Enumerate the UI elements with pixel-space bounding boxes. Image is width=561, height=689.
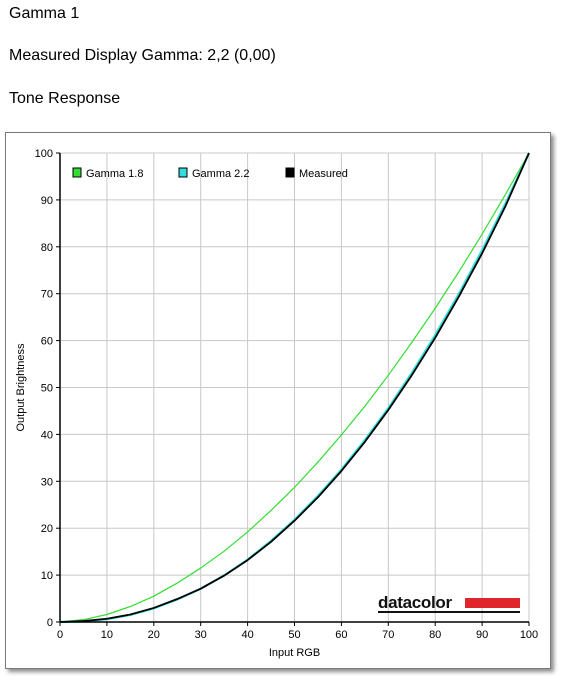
x-tick-label: 0	[57, 629, 63, 641]
legend-label-2: Measured	[299, 168, 348, 180]
y-tick-label: 70	[41, 289, 53, 301]
legend-swatch-2	[285, 167, 295, 178]
x-tick-label: 90	[476, 629, 488, 641]
y-tick-label: 0	[47, 617, 53, 629]
y-tick-label: 90	[41, 195, 53, 207]
x-tick-label: 80	[429, 629, 441, 641]
page-title: Gamma 1	[9, 5, 80, 22]
y-tick-label: 10	[41, 570, 53, 582]
measured-gamma-text: Measured Display Gamma: 2,2 (0,00)	[9, 47, 276, 64]
x-tick-label: 10	[101, 629, 113, 641]
series-line-2	[59, 152, 530, 623]
x-tick-label: 20	[148, 629, 160, 641]
x-tick-label: 70	[382, 629, 394, 641]
y-tick-label: 100	[35, 148, 53, 160]
series-line-0	[59, 152, 530, 623]
x-tick-label: 100	[520, 629, 538, 641]
legend-label-1: Gamma 2.2	[192, 168, 249, 180]
tone-response-chart: 0 10 20 30 40 50 60 70 80 90 100 0 10 20 30 40 50 60 70 80 9…	[5, 132, 551, 669]
datacolor-logo-underline	[378, 611, 520, 613]
tick-labels: 0 10 20 30 40 50 60 70 80 90 100 0 10 20 30 40 50 60 70 80 9…	[35, 148, 539, 641]
section-title: Tone Response	[9, 90, 121, 107]
x-tick-label: 30	[195, 629, 207, 641]
y-axis-label: Output Brightness	[15, 343, 27, 432]
legend-swatch-0	[72, 167, 82, 178]
datacolor-logo-bar	[465, 598, 520, 608]
x-tick-label: 50	[288, 629, 300, 641]
y-tick-label: 20	[41, 523, 53, 535]
y-tick-label: 30	[41, 476, 53, 488]
legend-swatch-1	[178, 167, 188, 178]
y-tick-label: 50	[41, 383, 53, 395]
chart-canvas: 0 10 20 30 40 50 60 70 80 90 100 0 10 20 30 40 50 60 70 80 9…	[15, 148, 539, 659]
x-tick-label: 40	[241, 629, 253, 641]
datacolor-logo-text: datacolor	[378, 593, 453, 612]
legend-label-0: Gamma 1.8	[86, 168, 143, 180]
y-tick-label: 80	[41, 242, 53, 254]
series-lines	[59, 152, 530, 624]
x-tick-label: 60	[335, 629, 347, 641]
legend: Gamma 1.8 Gamma 2.2 Measured	[72, 167, 348, 180]
grid	[60, 152, 530, 622]
x-axis-label: Input RGB	[269, 647, 320, 659]
y-tick-label: 60	[41, 336, 53, 348]
y-tick-label: 40	[41, 429, 53, 441]
datacolor-logo: datacolor	[378, 593, 520, 613]
